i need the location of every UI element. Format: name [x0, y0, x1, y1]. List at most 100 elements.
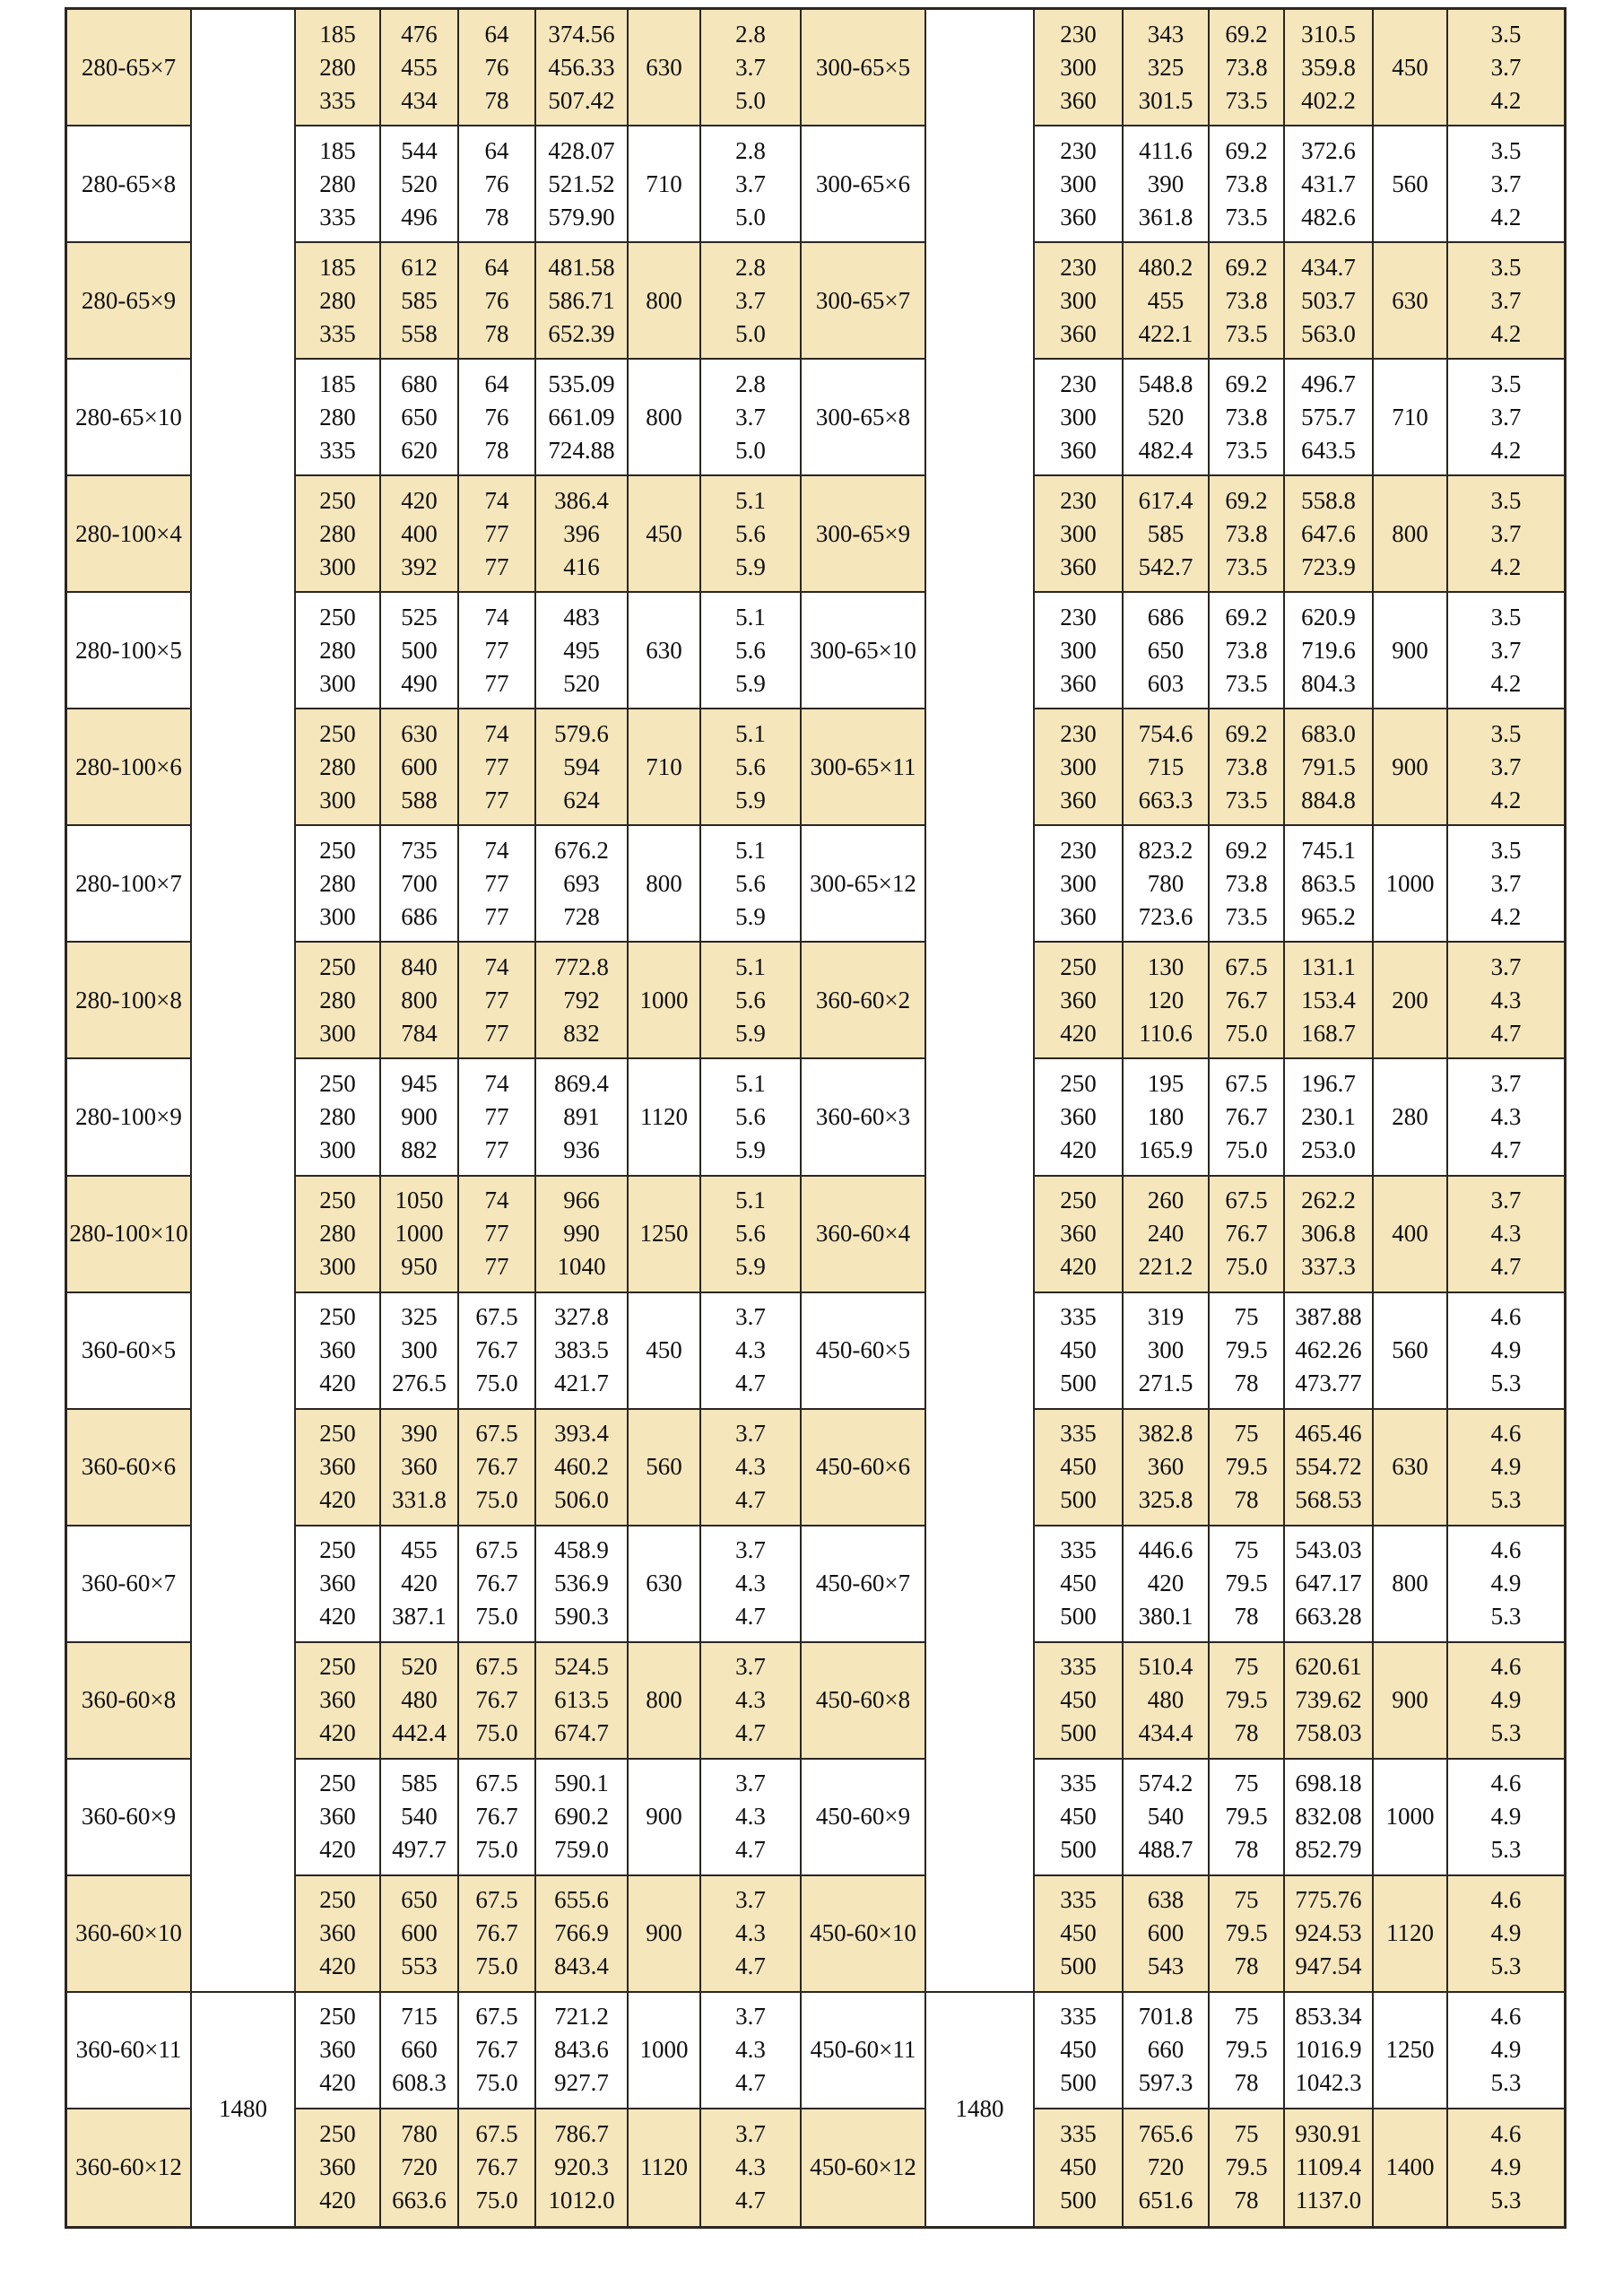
flow-cell-value: 280: [319, 752, 356, 780]
shaft-power-cell-value: 920.3: [554, 2153, 609, 2181]
motor-power-cell: 900: [1374, 1642, 1448, 1760]
model-cell: 300-65×9: [802, 476, 926, 594]
efficiency-cell-value: 75.0: [475, 2069, 518, 2097]
head-cell: 411.6 390 361.8: [1124, 126, 1210, 244]
shaft-power-cell-value: 927.7: [554, 2069, 609, 2097]
shaft-power-cell-value: 676.2: [554, 836, 609, 864]
head-cell-value: 482.4: [1138, 436, 1193, 464]
head-cell: 476 455 434: [381, 10, 459, 127]
npsh-cell-value: 3.7: [735, 53, 766, 81]
flow-cell-value: 360: [1060, 436, 1097, 464]
shaft-power-cell-value: 196.7: [1301, 1069, 1356, 1097]
head-cell: 420 400 392: [381, 476, 459, 594]
head-cell: 130 120 110.6: [1124, 943, 1210, 1060]
flow-cell-value: 450: [1060, 1336, 1097, 1364]
motor-power-cell: 630: [629, 593, 701, 710]
flow-cell-value: 500: [1060, 1370, 1097, 1397]
efficiency-cell: 74 77 77: [459, 1059, 536, 1177]
model-cell: 300-65×6: [802, 126, 926, 244]
shaft-power-cell: 698.18 832.08 852.79: [1285, 1759, 1374, 1876]
npsh-cell-value: 4.3: [735, 1803, 766, 1831]
flow-cell-value: 360: [319, 1686, 356, 1714]
npsh-cell-value: 5.6: [735, 1102, 766, 1130]
head-cell: 525 500 490: [381, 593, 459, 710]
head-cell-value: 480: [401, 1686, 438, 1714]
npsh-cell-value: 3.7: [735, 286, 766, 314]
head-cell-value: 597.3: [1138, 2069, 1193, 2097]
efficiency-cell-value: 79.5: [1225, 1686, 1268, 1714]
model-cell-value: 360-60×3: [815, 1102, 911, 1130]
head-cell-value: 390: [1147, 170, 1185, 197]
head-cell: 765.6 720 651.6: [1124, 2109, 1210, 2226]
head-cell: 325 300 276.5: [381, 1292, 459, 1410]
npsh-cell: 3.5 3.7 4.2: [1448, 243, 1564, 361]
npsh-cell-value: 5.9: [735, 1135, 766, 1163]
flow-cell-value: 360: [1060, 1102, 1097, 1130]
shaft-power-cell-value: 416: [563, 552, 600, 580]
shaft-power-cell-value: 590.1: [554, 1770, 609, 1797]
efficiency-cell-value: 78: [1234, 1836, 1259, 1864]
model-cell-value: 360-60×10: [75, 1919, 182, 1947]
shaft-power-cell: 434.7 503.7 563.0: [1285, 243, 1374, 361]
shaft-power-cell-value: 456.33: [548, 53, 615, 81]
shaft-power-cell: 745.1 863.5 965.2: [1285, 826, 1374, 944]
shaft-power-cell-value: 724.88: [548, 436, 615, 464]
shaft-power-cell-value: 924.53: [1295, 1919, 1362, 1947]
flow-cell-value: 420: [319, 1486, 356, 1514]
flow-cell-value: 185: [319, 370, 356, 397]
motor-power-cell: 900: [629, 1875, 701, 1993]
model-cell: 360-60×11: [67, 1992, 192, 2109]
npsh-cell-value: 4.7: [735, 1836, 766, 1864]
efficiency-cell: 69.2 73.8 73.5: [1210, 593, 1285, 710]
flow-cell-value: 280: [319, 1220, 356, 1248]
efficiency-cell-value: 75: [1234, 2120, 1259, 2148]
shaft-power-cell-value: 153.4: [1301, 986, 1356, 1013]
motor-power-cell-value: 1250: [1385, 2036, 1435, 2064]
npsh-cell-value: 4.7: [1490, 1019, 1522, 1047]
head-cell-value: 496: [401, 203, 438, 230]
efficiency-cell: 69.2 73.8 73.5: [1210, 476, 1285, 594]
efficiency-cell-value: 75.0: [475, 1719, 518, 1747]
flow-cell-value: 335: [1060, 1536, 1097, 1564]
npsh-cell-value: 3.7: [1490, 53, 1522, 81]
efficiency-cell-value: 75: [1234, 1886, 1259, 1914]
flow-cell: 250 360 420: [296, 1409, 381, 1526]
efficiency-cell-value: 73.5: [1225, 552, 1268, 580]
npsh-cell-value: 5.0: [735, 436, 766, 464]
motor-power-cell-value: 900: [1392, 752, 1428, 780]
npsh-cell-value: 5.1: [735, 1069, 766, 1097]
efficiency-cell-value: 73.5: [1225, 436, 1268, 464]
model-cell-value: 450-60×10: [810, 1919, 916, 1947]
npsh-cell-value: 3.7: [1490, 286, 1522, 314]
efficiency-cell-value: 76: [484, 403, 509, 430]
npsh-cell: 4.6 4.9 5.3: [1448, 1292, 1564, 1410]
shaft-power-cell-value: 262.2: [1301, 1187, 1356, 1214]
model-cell-value: 300-65×11: [810, 752, 916, 780]
npsh-cell: 5.1 5.6 5.9: [701, 1176, 802, 1293]
head-cell-value: 680: [401, 370, 438, 397]
efficiency-cell-value: 64: [484, 136, 509, 164]
shaft-power-cell: 428.07 521.52 579.90: [536, 126, 629, 244]
head-cell-value: 542.7: [1138, 552, 1193, 580]
motor-power-cell: 400: [1374, 1176, 1448, 1293]
model-cell-value: 360-60×2: [815, 986, 911, 1013]
model-cell: 450-60×10: [802, 1875, 926, 1993]
motor-power-cell: 800: [629, 360, 701, 477]
shaft-power-cell-value: 832.08: [1295, 1803, 1362, 1831]
npsh-cell: 2.8 3.7 5.0: [701, 10, 802, 127]
efficiency-cell: 64 76 78: [459, 10, 536, 127]
flow-cell-value: 250: [319, 952, 356, 980]
npsh-cell-value: 3.7: [1490, 1187, 1522, 1214]
head-cell: 715 660 608.3: [381, 1992, 459, 2109]
model-cell-value: 300-65×12: [810, 869, 916, 897]
efficiency-cell-value: 76.7: [475, 1919, 518, 1947]
shaft-power-cell-value: 465.46: [1295, 1420, 1362, 1448]
npsh-cell-value: 4.3: [735, 1570, 766, 1597]
efficiency-cell-value: 74: [484, 486, 509, 514]
efficiency-cell-value: 77: [484, 902, 509, 930]
head-cell-value: 780: [1147, 869, 1185, 897]
shaft-power-cell-value: 791.5: [1301, 752, 1356, 780]
efficiency-cell-value: 67.5: [475, 1886, 518, 1914]
flow-cell-value: 250: [319, 1420, 356, 1448]
npsh-cell-value: 5.3: [1490, 1603, 1522, 1631]
